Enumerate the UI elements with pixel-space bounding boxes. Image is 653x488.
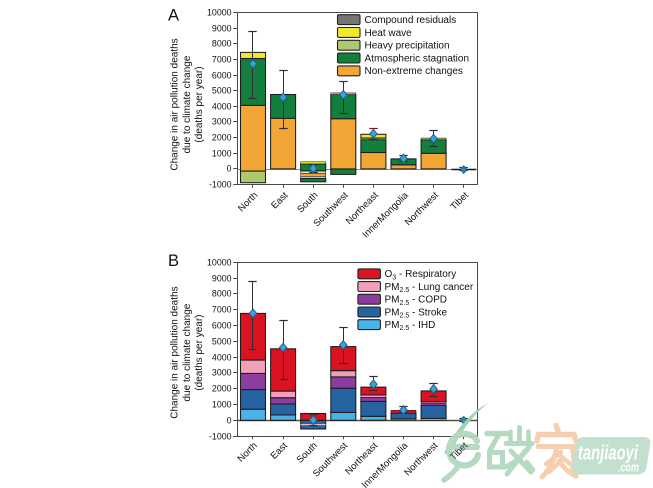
svg-text:7000: 7000 <box>212 305 232 315</box>
svg-text:Heavy precipitation: Heavy precipitation <box>365 41 450 52</box>
svg-text:10000: 10000 <box>207 258 232 268</box>
svg-text:8000: 8000 <box>212 289 232 299</box>
svg-text:due to climate change: due to climate change <box>182 55 193 153</box>
svg-text:PM2.5 - Lung cancer: PM2.5 - Lung cancer <box>385 282 474 294</box>
svg-text:5000: 5000 <box>212 86 232 96</box>
svg-text:PM2.5 - COPD: PM2.5 - COPD <box>385 295 448 307</box>
svg-text:7000: 7000 <box>212 55 232 65</box>
svg-text:6000: 6000 <box>212 71 232 81</box>
svg-text:(deaths per year): (deaths per year) <box>194 66 205 142</box>
svg-text:6000: 6000 <box>212 321 232 331</box>
svg-text:10000: 10000 <box>207 8 232 18</box>
svg-text:Change in air pollution deaths: Change in air pollution deaths <box>170 286 181 418</box>
svg-text:3000: 3000 <box>212 117 232 127</box>
svg-text:tanjiaoyi: tanjiaoyi <box>578 443 638 465</box>
svg-text:3000: 3000 <box>212 368 232 378</box>
svg-text:Atmospheric stagnation: Atmospheric stagnation <box>365 53 470 64</box>
svg-text:5000: 5000 <box>212 337 232 347</box>
svg-text:2000: 2000 <box>212 384 232 394</box>
svg-text:PM2.5 - Stroke: PM2.5 - Stroke <box>385 307 448 319</box>
svg-text:B: B <box>168 252 179 270</box>
svg-text:8000: 8000 <box>212 39 232 49</box>
svg-text:9000: 9000 <box>212 24 232 34</box>
svg-text:Non-extreme changes: Non-extreme changes <box>365 66 463 77</box>
svg-text:4000: 4000 <box>212 102 232 112</box>
svg-text:4000: 4000 <box>212 353 232 363</box>
svg-text:due to climate change: due to climate change <box>182 303 193 401</box>
svg-text:1000: 1000 <box>212 400 232 410</box>
svg-text:0: 0 <box>227 164 232 174</box>
svg-text:(deaths per year): (deaths per year) <box>194 315 205 391</box>
svg-text:A: A <box>168 7 179 25</box>
svg-text:PM2.5 - IHD: PM2.5 - IHD <box>385 320 436 332</box>
svg-text:Compound residuals: Compound residuals <box>365 15 457 26</box>
svg-text:-1000: -1000 <box>209 180 232 190</box>
svg-text:Change in air pollution deaths: Change in air pollution deaths <box>170 38 181 170</box>
svg-text:O3 - Respiratory: O3 - Respiratory <box>385 269 457 281</box>
svg-text:0: 0 <box>227 416 232 426</box>
svg-text:9000: 9000 <box>212 274 232 284</box>
svg-text:.com: .com <box>618 460 639 475</box>
svg-text:Heat wave: Heat wave <box>365 28 413 39</box>
svg-text:1000: 1000 <box>212 149 232 159</box>
svg-text:-1000: -1000 <box>209 432 232 442</box>
svg-text:2000: 2000 <box>212 133 232 143</box>
